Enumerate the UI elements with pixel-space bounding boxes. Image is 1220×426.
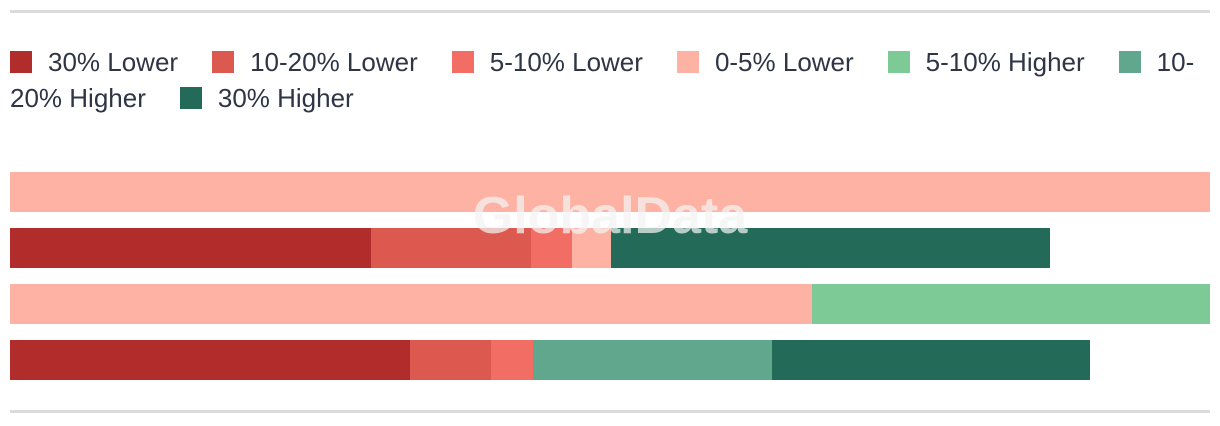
bar-segment[interactable]: [533, 340, 772, 380]
legend-item[interactable]: 30% Higher: [179, 83, 354, 113]
bar-segment[interactable]: [811, 284, 1210, 324]
legend-swatch-icon: [10, 51, 32, 73]
bar-segment[interactable]: [409, 340, 492, 380]
bar-segment[interactable]: [491, 340, 534, 380]
bar-segment[interactable]: [10, 340, 410, 380]
legend-item[interactable]: 0-5% Lower: [676, 47, 854, 77]
bar-segment[interactable]: [10, 172, 1210, 212]
bar-segment[interactable]: [571, 228, 612, 268]
stacked-bar-chart: GlobalData: [10, 172, 1210, 380]
bar-segment[interactable]: [771, 340, 1090, 380]
bar-row-3: [10, 284, 1210, 324]
bottom-divider: [10, 410, 1210, 413]
legend-label: 30% Higher: [217, 83, 354, 113]
bar-segment[interactable]: [10, 284, 812, 324]
legend-swatch-icon: [1118, 51, 1141, 73]
legend-swatch-icon: [451, 51, 474, 73]
top-divider: [10, 10, 1210, 13]
legend-item[interactable]: 5-10% Higher: [887, 47, 1085, 77]
legend-label: 10-20% Lower: [250, 47, 418, 77]
legend-label: 30% Lower: [48, 47, 179, 77]
legend-item[interactable]: 5-10% Lower: [451, 47, 643, 77]
legend-item[interactable]: 10-20% Lower: [212, 47, 418, 77]
bar-segment[interactable]: [371, 228, 531, 268]
legend-label: 5-10% Higher: [925, 47, 1085, 77]
bar-segment[interactable]: [611, 228, 1051, 268]
legend-swatch-icon: [212, 51, 235, 73]
bar-row-2: [10, 228, 1210, 268]
legend-swatch-icon: [887, 51, 910, 73]
legend-swatch-icon: [179, 87, 202, 109]
bar-segment[interactable]: [530, 228, 572, 268]
bars-area: [10, 172, 1210, 380]
bar-row-4: [10, 340, 1210, 380]
bar-segment[interactable]: [10, 228, 372, 268]
chart-legend: 30% Lower 10-20% Lower 5-10% Lower 0-5% Low…: [10, 44, 1210, 116]
legend-label: 0-5% Lower: [714, 47, 854, 77]
bar-row-1: [10, 172, 1210, 212]
chart-panel: 30% Lower 10-20% Lower 5-10% Lower 0-5% Low…: [0, 10, 1220, 426]
legend-swatch-icon: [676, 51, 699, 73]
legend-label: 10-20% Higher: [10, 47, 1195, 113]
legend-item[interactable]: 30% Lower: [10, 47, 178, 77]
legend-item[interactable]: 10-20% Higher: [10, 47, 1194, 113]
legend-label: 5-10% Lower: [489, 47, 643, 77]
